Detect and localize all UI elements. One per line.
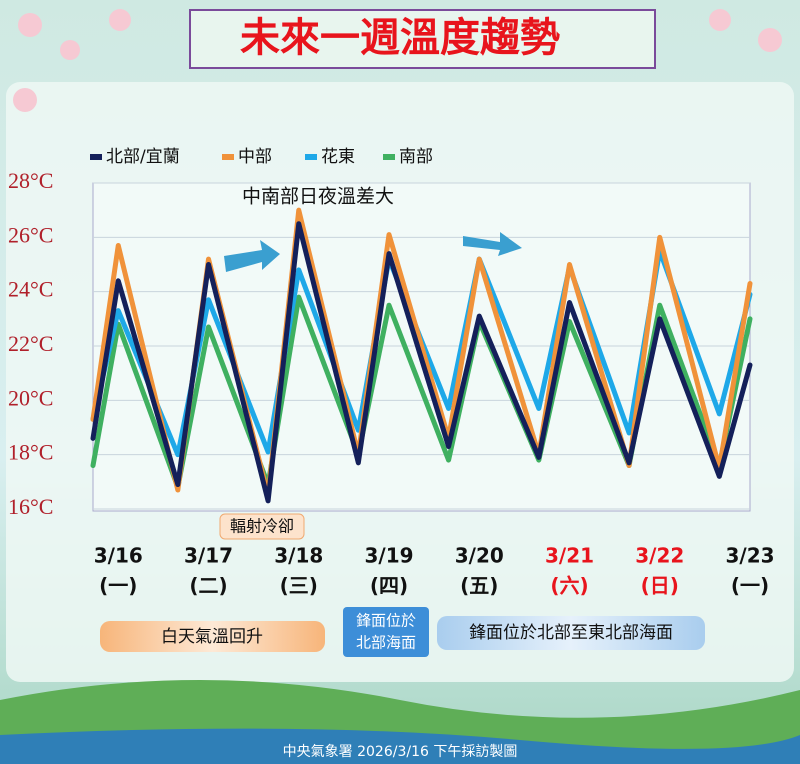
plot-layer: 16°C 18°C 20°C 22°C 24°C 26°C 28°C 3/16 (一) 3/17 (… [8,147,775,598]
y-tick-label: 28°C [8,168,53,193]
legend-label: 中部 [238,147,272,167]
annotation: 中南部日夜溫差大 [242,186,394,208]
note-box [343,607,429,657]
y-tick-label: 18°C [8,440,53,465]
river [0,728,800,764]
note: 鋒面位於北部至東北部海面 [469,623,673,643]
y-tick-label: 22°C [8,331,53,356]
x-tick-label: 3/16 [94,544,143,568]
note: 白天氣溫回升 [161,627,263,647]
x-tick-label: 3/23 [725,544,774,568]
legend-label: 北部/宜蘭 [106,147,180,167]
y-tick-label: 20°C [8,385,53,410]
x-tick-weekday: (三) [280,574,318,598]
x-tick-weekday: (一) [731,574,769,598]
arrow [463,232,522,256]
x-tick-weekday: (日) [641,574,679,598]
x-tick-weekday: (四) [370,574,408,598]
y-tick-label: 24°C [8,277,53,302]
note-box [437,616,705,650]
legend-label: 花東 [321,147,355,167]
blossoms [13,9,782,112]
note: 輻射冷卻 [230,517,294,536]
x-tick-weekday: (五) [460,574,498,598]
footer: 中央氣象署 2026/3/16 下午採訪製圖 [283,744,518,760]
x-tick-label: 3/22 [635,544,684,568]
x-tick-weekday: (一) [99,574,137,598]
y-tick-label: 26°C [8,222,53,247]
x-tick-label: 3/20 [455,544,504,568]
x-tick-label: 3/19 [364,544,413,568]
note: 鋒面位於 [356,612,416,630]
note-box [100,621,325,652]
y-tick-label: 16°C [8,494,53,519]
arrow [224,240,280,272]
x-tick-weekday: (二) [189,574,227,598]
title-box [189,9,656,69]
x-tick-label: 3/17 [184,544,233,568]
x-tick-label: 3/18 [274,544,323,568]
series-line [90,221,753,504]
chart-title: 未來一週溫度趨勢 [240,15,560,61]
note-box [219,513,305,540]
note: 北部海面 [356,634,416,652]
x-tick-weekday: (六) [550,574,588,598]
x-tick-label: 3/21 [545,544,594,568]
legend-label: 南部 [399,147,433,167]
